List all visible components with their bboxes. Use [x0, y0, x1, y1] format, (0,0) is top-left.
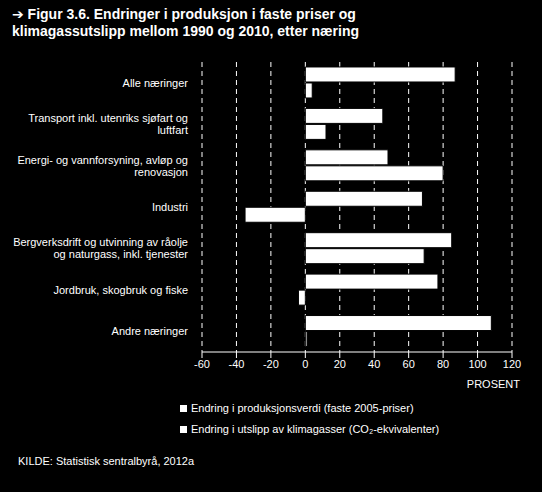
- svg-text:-60: -60: [194, 358, 210, 370]
- svg-text:Transport inkl. utenriks sjøfa: Transport inkl. utenriks sjøfart og: [28, 112, 188, 124]
- html-text:Endring i produksjonsverdi (fa: Endring i produksjonsverdi (faste 2005-p…: [191, 402, 414, 414]
- svg-text:-40: -40: [228, 358, 244, 370]
- svg-text:Energi- og vannforsyning, avlø: Energi- og vannforsyning, avløp og: [17, 154, 188, 166]
- svg-text:80: 80: [437, 358, 449, 370]
- svg-text:Andre næringer: Andre næringer: [112, 325, 189, 337]
- svg-text:120: 120: [503, 358, 521, 370]
- svg-text:Alle næringer: Alle næringer: [123, 77, 189, 89]
- html-text:Endring i utslipp av klimagass: Endring i utslipp av klimagasser (CO₂-ek…: [191, 423, 440, 435]
- svg-text:Industri: Industri: [152, 201, 188, 213]
- svg-text:-20: -20: [263, 358, 279, 370]
- html-text:KILDE: Statistisk sentralbyrå,: KILDE: Statistisk sentralbyrå, 2012a: [18, 455, 195, 467]
- svg-text:Bergverksdrift og utvinning av: Bergverksdrift og utvinning av råolje: [13, 236, 188, 248]
- svg-text:40: 40: [368, 358, 380, 370]
- html-text:PROSENT: PROSENT: [466, 378, 520, 390]
- html-text:➔ Figur 3.6. Endringer i produ: ➔ Figur 3.6. Endringer i produksjon i fa…: [12, 6, 359, 39]
- svg-text:og naturgass, inkl. tjenester: og naturgass, inkl. tjenester: [53, 248, 188, 260]
- svg-text:60: 60: [403, 358, 415, 370]
- svg-text:100: 100: [468, 358, 486, 370]
- svg-text:0: 0: [302, 358, 308, 370]
- svg-text:Jordbruk, skogbruk og fiske: Jordbruk, skogbruk og fiske: [53, 284, 188, 296]
- svg-text:renovasjon: renovasjon: [134, 166, 188, 178]
- svg-text:luftfart: luftfart: [157, 124, 188, 136]
- svg-text:20: 20: [334, 358, 346, 370]
